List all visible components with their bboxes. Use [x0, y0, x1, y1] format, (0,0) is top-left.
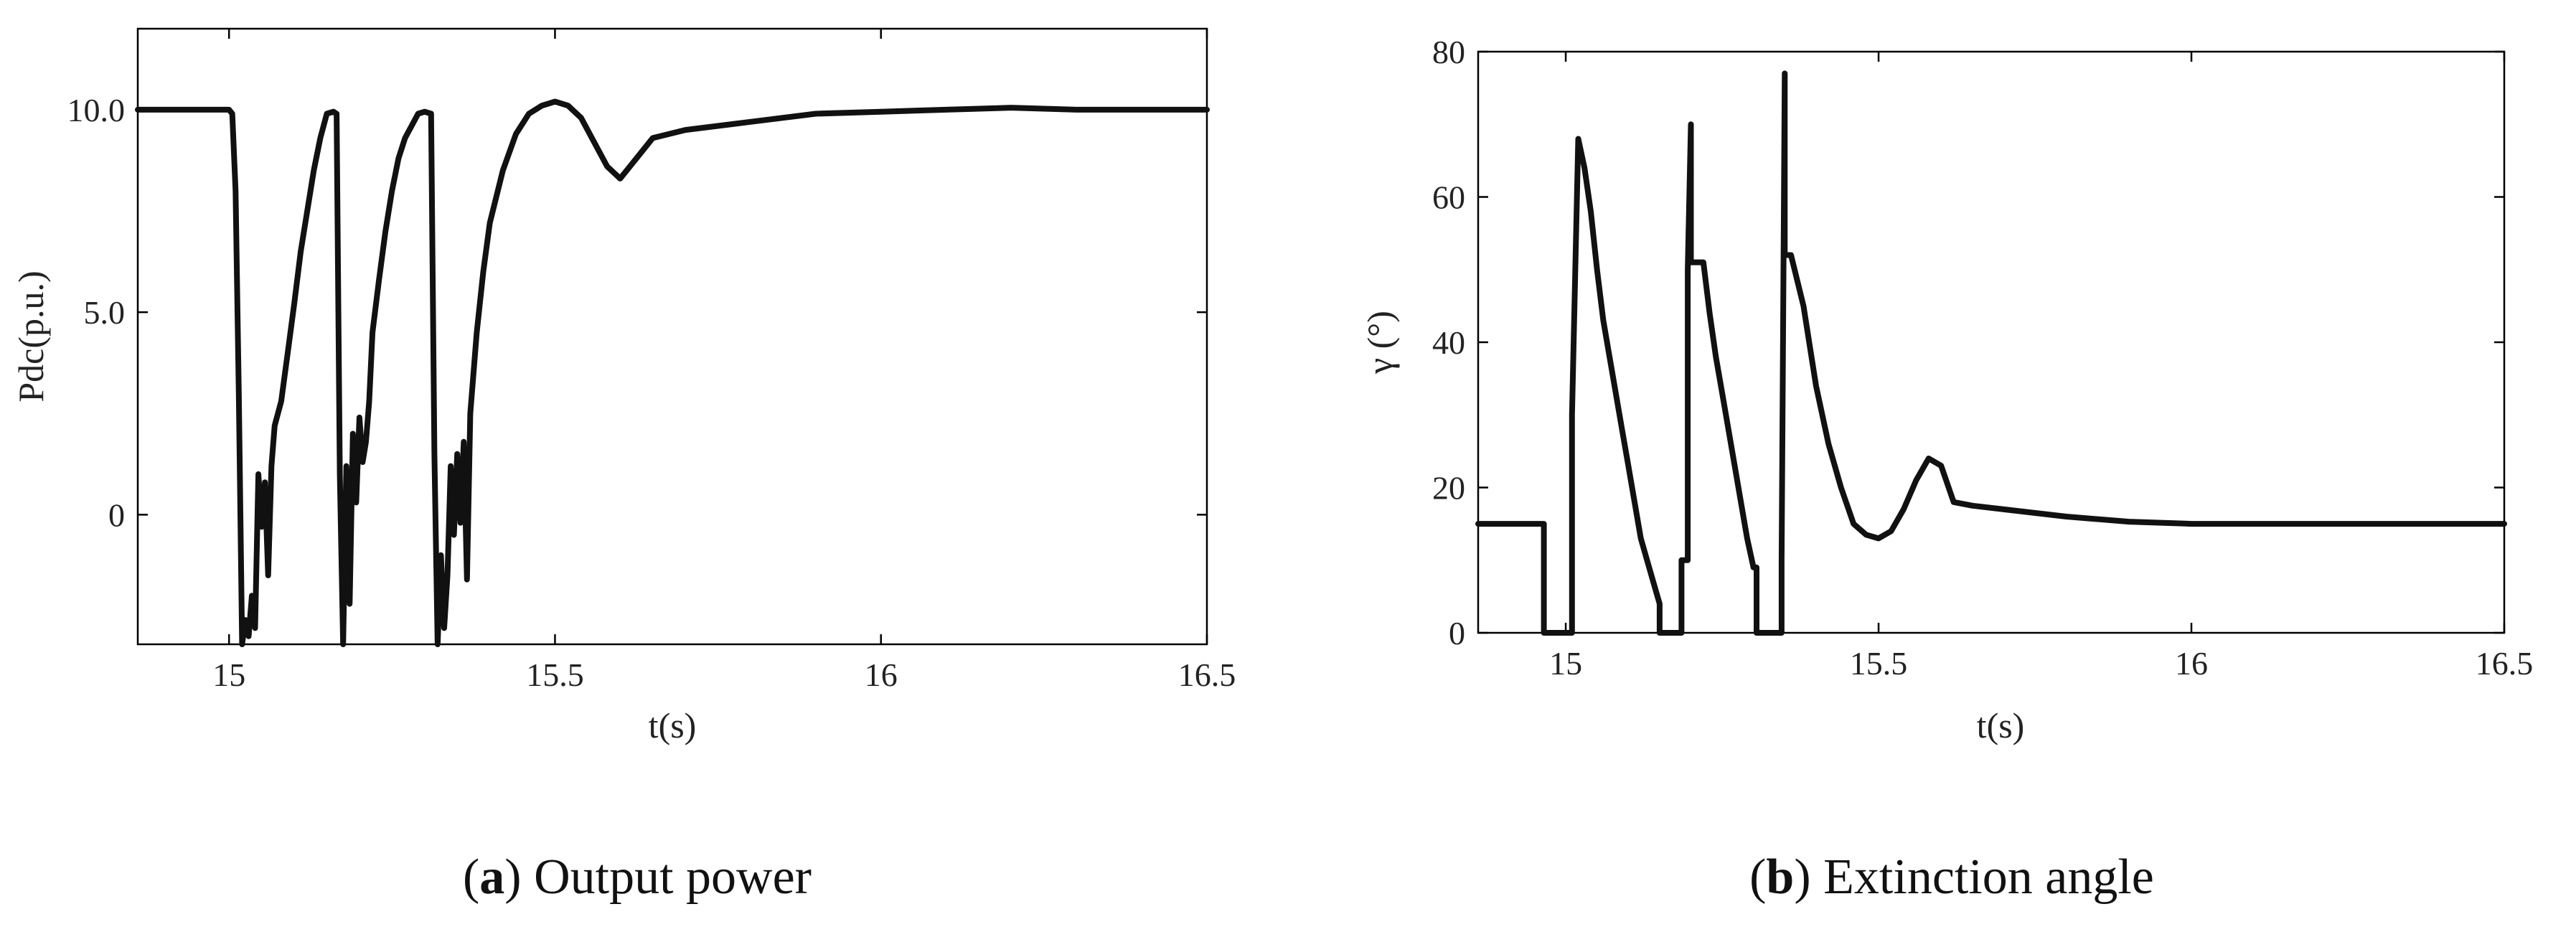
chart-b-ylabel: γ (°): [1360, 311, 1400, 375]
chart-b-tick-labels: 15 15.5 16 16.5 0 20 40 60 80: [1432, 34, 2533, 682]
chart-a-ytick-label: 0: [108, 496, 125, 533]
chart-b-ytick-label: 60: [1432, 179, 1465, 216]
chart-b-caption: (b) Extinction angle: [1749, 849, 2154, 905]
chart-b-frame: [1477, 50, 2506, 634]
chart-a-xtick-label: 15.5: [526, 656, 584, 693]
chart-b-caption-letter: b: [1766, 849, 1794, 905]
chart-a-ylabel: Pdc(p.u.): [11, 270, 51, 402]
chart-b-xtick-label: 16: [2175, 645, 2208, 682]
chart-a-xlabel: t(s): [649, 705, 697, 745]
chart-a-frame: [136, 27, 1208, 646]
chart-a-ticks: [138, 29, 1208, 644]
chart-b-xtick-label: 15: [1549, 645, 1582, 682]
chart-b: 15 15.5 16 16.5 0 20 40 60 80 t(s) γ (°) (b) Ext…: [1360, 34, 2533, 905]
chart-a-xtick-label: 15: [212, 656, 245, 693]
chart-a-ytick-label: 10.0: [67, 92, 126, 128]
chart-b-ytick-label: 0: [1449, 615, 1465, 651]
chart-b-xtick-label: 16.5: [2476, 645, 2534, 682]
chart-b-xlabel: t(s): [1977, 705, 2025, 745]
chart-b-ytick-label: 20: [1432, 470, 1465, 507]
chart-a-series-line: [135, 98, 1210, 647]
chart-b-ytick-label: 40: [1432, 324, 1465, 361]
chart-a-caption-text: Output power: [522, 849, 812, 905]
chart-a: 15 15.5 16 16.5 0 5.0 10.0 t(s) Pdc(p.u.) (a) …: [11, 27, 1236, 905]
chart-a-ytick-label: 5.0: [84, 294, 126, 331]
chart-a-tick-labels: 15 15.5 16 16.5 0 5.0 10.0: [67, 92, 1236, 693]
chart-b-ytick-label: 80: [1432, 34, 1465, 70]
chart-b-ticks: [1478, 50, 2506, 634]
chart-a-xtick-label: 16: [865, 656, 898, 693]
chart-b-xtick-label: 15.5: [1850, 645, 1908, 682]
chart-a-xtick-label: 16.5: [1178, 656, 1236, 693]
chart-a-caption-letter: a: [479, 849, 504, 905]
chart-b-caption-text: Extinction angle: [1811, 849, 2154, 905]
chart-a-caption: (a) Output power: [463, 849, 812, 905]
chart-b-series-line: [1475, 70, 2507, 636]
